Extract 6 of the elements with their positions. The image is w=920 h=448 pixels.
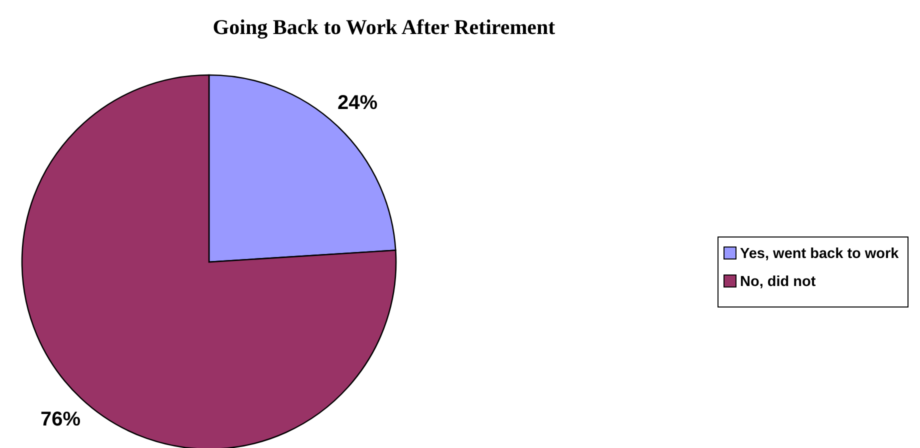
data-label: 24%	[337, 92, 378, 114]
chart-title: Going Back to Work After Retirement	[212, 15, 556, 39]
legend-label: No, did not	[740, 274, 816, 290]
data-label: 76%	[40, 408, 81, 430]
legend-label: Yes, went back to work	[740, 246, 900, 262]
pie-slice	[21, 74, 396, 448]
